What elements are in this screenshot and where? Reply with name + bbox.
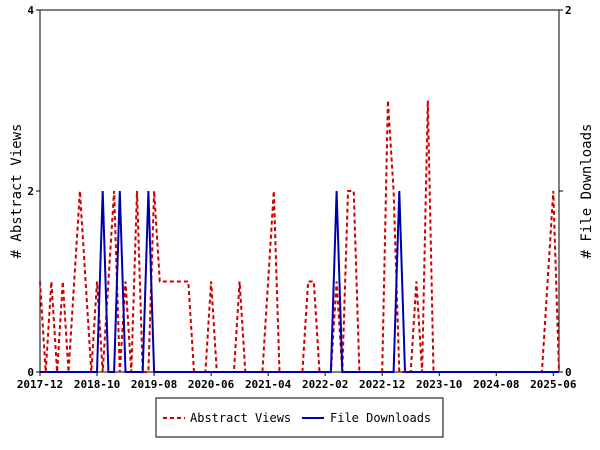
series-layer (39, 100, 560, 373)
right-tick-label: 2 (565, 4, 572, 17)
legend-box (155, 397, 444, 438)
left-tick-label: 0 (27, 366, 34, 379)
x-tick-label: 2017-12 (17, 378, 63, 391)
x-tick-label: 2022-12 (359, 378, 405, 391)
x-tick-label: 2019-08 (131, 378, 177, 391)
left-axis-title: # Abstract Views (9, 124, 25, 259)
x-axis-ticks: 2017-12 2018-10 2019-08 2020-06 2021-04 2022-… (17, 372, 577, 391)
x-tick-label: 2021-04 (245, 378, 292, 391)
x-tick-label: 2022-02 (302, 378, 348, 391)
legend-label-file-downloads: File Downloads (330, 411, 431, 425)
right-axis-ticks: 02 (559, 4, 572, 379)
left-tick-label: 2 (27, 185, 34, 198)
series-line-file-downloads (40, 190, 559, 373)
x-tick-label: 2024-08 (473, 378, 519, 391)
x-tick-label: 2025-06 (530, 378, 577, 391)
legend-label-abstract-views: Abstract Views (190, 411, 291, 425)
x-tick-label: 2023-10 (416, 378, 462, 391)
x-tick-label: 2020-06 (188, 378, 235, 391)
right-axis-title: # File Downloads (579, 124, 595, 259)
left-axis-ticks: 0 2 4 (27, 4, 40, 379)
left-tick-label: 4 (27, 4, 34, 17)
right-tick-label: 0 (565, 366, 572, 379)
legend: Abstract Views File Downloads (155, 397, 444, 438)
x-tick-label: 2018-10 (74, 378, 120, 391)
